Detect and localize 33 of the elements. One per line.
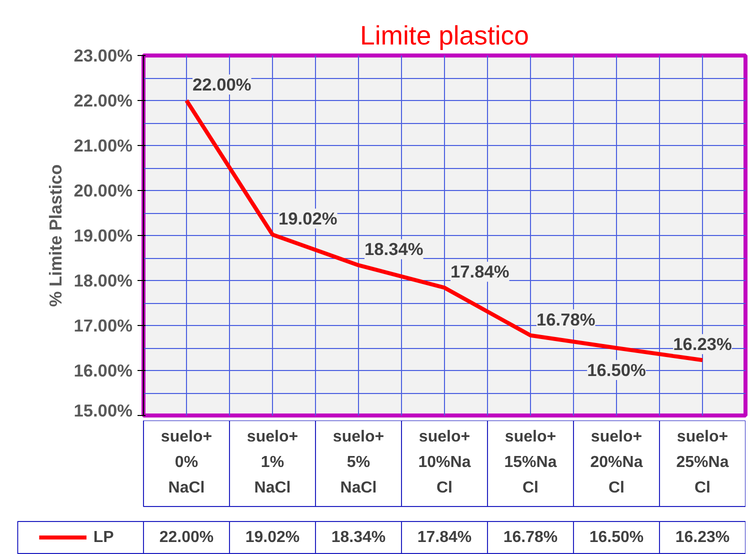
x-tick-label: suelo+ 15%NaCl <box>504 428 557 496</box>
y-tick-label: 17.00% <box>74 316 133 336</box>
y-tick-label: 16.00% <box>74 360 133 380</box>
text: 16.23% <box>675 529 730 546</box>
text: 16.50% <box>589 529 644 546</box>
y-axis-title: % Limite Plastico <box>46 164 66 307</box>
text: 22.00% <box>159 529 214 546</box>
y-tick-label: 19.00% <box>74 226 133 246</box>
text: 17.84% <box>417 529 472 546</box>
text: 16.23% <box>673 334 732 354</box>
x-tick-label: suelo+ 10%NaCl <box>418 428 471 496</box>
text: 16.50% <box>587 360 646 380</box>
y-tick-label: 22.00% <box>74 90 133 110</box>
text: 16.78% <box>536 309 596 330</box>
chart-title: Limite plastico <box>360 20 529 50</box>
y-tick-label: 21.00% <box>74 136 133 156</box>
x-tick-label: suelo+ 20%NaCl <box>590 428 643 496</box>
text: 22.00% <box>192 74 252 94</box>
legend-label: LP <box>93 529 114 546</box>
text: 19.02% <box>245 529 300 546</box>
y-tick-label: 18.00% <box>74 270 133 290</box>
text: 19.02% <box>278 208 338 229</box>
text: 17.84% <box>450 262 510 282</box>
text: 16.78% <box>503 529 558 546</box>
text: 18.34% <box>364 239 424 260</box>
x-tick-label: suelo+ 0% NaCl <box>160 428 212 496</box>
x-tick-label: suelo+ 5% NaCl <box>332 428 384 496</box>
y-tick-label: 15.00% <box>74 400 133 420</box>
y-tick-label: 20.00% <box>74 180 133 200</box>
y-tick-label: 23.00% <box>74 46 133 66</box>
text: 18.34% <box>331 529 386 546</box>
x-tick-label: suelo+ 25%NaCl <box>676 428 729 496</box>
x-tick-label: suelo+ 1% NaCl <box>246 428 298 496</box>
